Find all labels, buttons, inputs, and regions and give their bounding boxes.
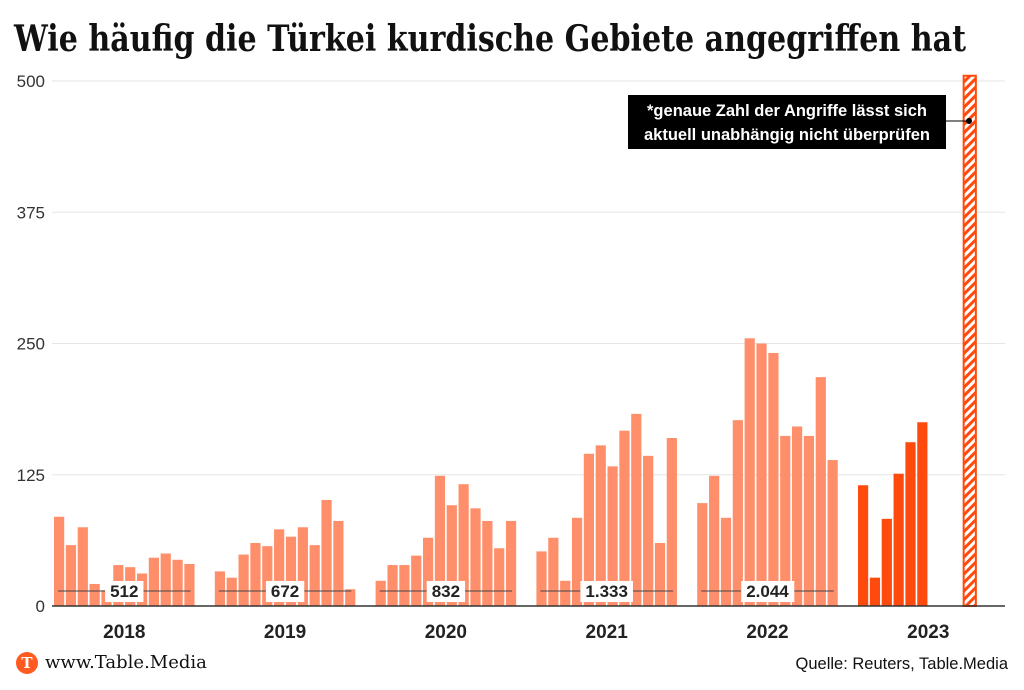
year-label: 2020	[425, 622, 467, 643]
bar	[321, 499, 332, 606]
year-total-label: 512	[110, 582, 138, 601]
bar	[333, 520, 344, 606]
bar	[548, 537, 559, 606]
bar	[595, 445, 606, 606]
bar	[803, 435, 815, 606]
bar	[792, 426, 803, 606]
y-tick-label: 375	[17, 203, 45, 222]
bar	[815, 377, 826, 606]
bars	[54, 74, 977, 607]
site-url: www.Table.Media	[45, 652, 207, 673]
annotation-box	[628, 95, 946, 149]
bar	[560, 580, 571, 606]
annotation-dot	[966, 118, 972, 124]
bar	[720, 517, 732, 606]
bar	[274, 529, 285, 606]
bar	[54, 516, 65, 606]
bar	[732, 420, 743, 606]
bar	[434, 475, 446, 606]
annotation: *genaue Zahl der Angriffe lässt sich akt…	[628, 95, 972, 149]
annotation-line-2: aktuell unabhängig nicht überprüfen	[644, 126, 930, 144]
y-tick-label: 0	[36, 597, 45, 616]
year-total-label: 2.044	[746, 582, 789, 601]
bar	[494, 548, 505, 606]
bar	[768, 352, 779, 606]
bar	[172, 559, 183, 606]
y-tick-label: 500	[17, 72, 45, 91]
bar	[214, 571, 225, 606]
year-total-label: 1.333	[585, 582, 628, 601]
bar	[536, 551, 547, 606]
bar	[184, 564, 195, 606]
year-label: 2023	[907, 622, 949, 643]
bar	[482, 520, 493, 606]
bar	[285, 536, 297, 606]
bar	[399, 565, 410, 606]
bar	[571, 517, 583, 606]
year-total-label: 832	[432, 582, 460, 601]
year-total-background	[426, 581, 466, 602]
bar	[505, 520, 517, 606]
bar	[827, 460, 838, 606]
bar	[583, 453, 594, 606]
bar	[250, 543, 261, 606]
year-total-label: 672	[271, 582, 299, 601]
year-labels: 2018 2019 2020 2021 2022 2023	[103, 622, 949, 643]
year-total-background	[265, 581, 305, 602]
year-label: 2022	[746, 622, 788, 643]
bar	[160, 553, 171, 606]
y-tick-label: 250	[17, 335, 45, 354]
year-label: 2021	[586, 622, 629, 643]
chart-title: Wie häufig die Türkei kurdische Gebiete …	[13, 18, 966, 60]
annotation-line-1: *genaue Zahl der Angriffe lässt sich	[647, 102, 927, 120]
table-media-logo: T	[16, 652, 38, 674]
bar	[619, 430, 630, 606]
bar	[607, 466, 618, 606]
bar	[238, 554, 249, 606]
bar	[697, 503, 708, 606]
bar	[458, 484, 469, 606]
bar-estimated	[962, 74, 977, 607]
year-total-background	[741, 581, 795, 602]
year-label: 2019	[264, 622, 306, 643]
gridlines	[52, 80, 1005, 476]
bar	[65, 545, 77, 606]
bar	[411, 555, 422, 606]
bar	[387, 565, 398, 606]
year-total-background	[580, 581, 633, 602]
bar	[375, 580, 386, 606]
bar	[226, 577, 237, 606]
bar	[262, 546, 273, 606]
bar	[780, 435, 791, 606]
bar	[89, 583, 100, 606]
bar	[893, 473, 904, 606]
bar	[905, 442, 916, 606]
year-totals: 512 672 832 1.333 2.044	[58, 581, 834, 602]
bar	[77, 527, 88, 606]
source-note: Quelle: Reuters, Table.Media	[795, 655, 1008, 673]
year-label: 2018	[103, 622, 145, 643]
bar	[631, 413, 642, 606]
bar	[666, 438, 677, 606]
bar	[345, 589, 356, 606]
bar	[881, 518, 892, 606]
bar	[917, 422, 928, 606]
bar	[643, 455, 654, 606]
bar	[309, 545, 320, 606]
bar	[756, 343, 767, 606]
year-total-background	[105, 581, 144, 602]
y-axis-ticks: 0 125 250 375 500	[17, 72, 45, 616]
bar	[446, 505, 457, 606]
bar	[297, 527, 308, 606]
bar	[470, 508, 481, 606]
bar	[858, 485, 869, 606]
bar	[744, 338, 755, 606]
y-tick-label: 125	[17, 466, 45, 485]
bar	[423, 537, 434, 606]
bar	[148, 557, 159, 606]
bar	[709, 475, 720, 606]
bar	[654, 543, 666, 606]
bar	[869, 577, 881, 606]
